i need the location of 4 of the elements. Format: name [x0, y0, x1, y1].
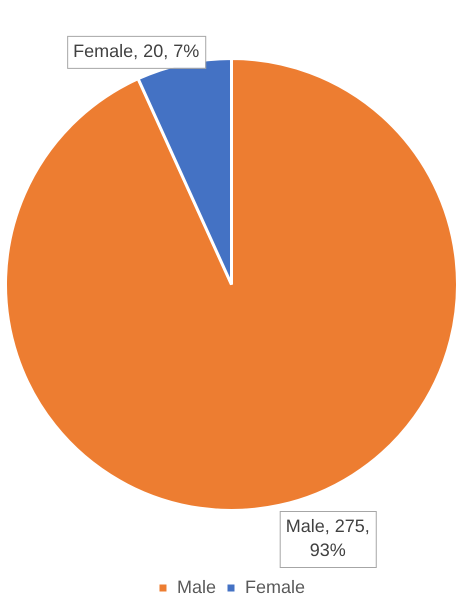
data-label: Female, 20, 7%: [73, 40, 200, 61]
legend-label: Female: [244, 576, 306, 597]
data-label: Male, 275, 93%: [286, 516, 370, 560]
legend-label: Male: [176, 576, 216, 597]
